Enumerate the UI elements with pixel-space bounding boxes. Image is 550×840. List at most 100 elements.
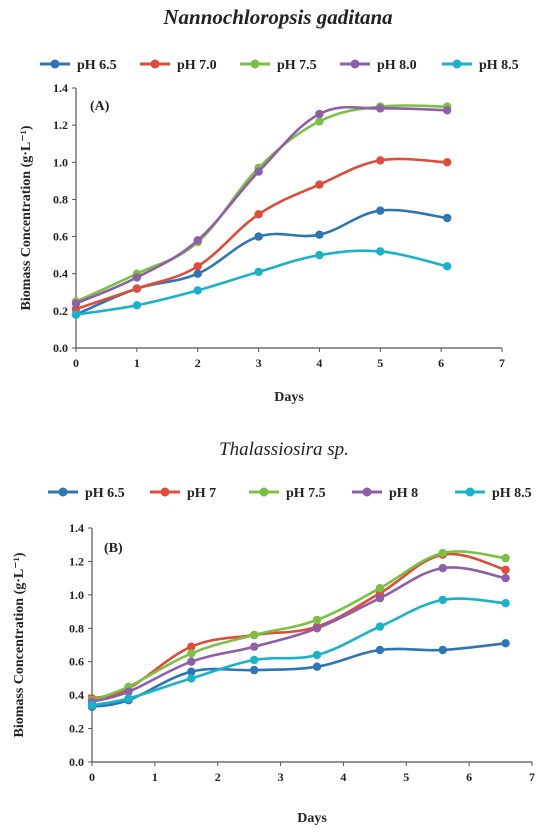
legend-item: pH 8.5 [442,58,519,73]
data-point [193,262,202,271]
legend-item: pH 6.5 [48,486,125,501]
legend-item: pH 7.0 [140,58,217,73]
data-point [438,645,447,655]
legend-item: pH 7 [150,486,216,501]
data-point [501,573,510,583]
data-point [501,553,510,563]
data-point [132,273,142,282]
legend-label: pH 8.5 [479,58,519,73]
x-axis-label: Days [297,811,327,826]
series-line [90,597,507,707]
data-point [250,665,259,675]
data-point [375,622,385,631]
data-point [250,630,259,640]
data-point [71,310,81,319]
y-tick-label: 1.4 [69,521,84,535]
x-tick-label: 0 [89,770,95,784]
legend-label: pH 7 [187,486,216,501]
legend-label: pH 7.0 [177,58,217,73]
legend-item: pH 8.0 [340,58,417,73]
legend-item: pH 6.5 [40,58,117,73]
legend-marker [58,487,68,497]
data-point [71,299,81,308]
data-point [315,109,324,119]
data-point [443,262,452,271]
chart-panel-b: Thalassiosira sp. pH 6.5 pH 7 pH 7.5 pH 8 pH … [12,439,535,826]
data-point [376,156,385,165]
data-point [438,548,447,558]
y-tick-label: 1.0 [69,588,84,602]
legend-marker [250,59,260,69]
panel-label: (A) [90,99,110,114]
data-point [375,584,385,593]
data-point [254,167,263,176]
data-point [187,657,196,666]
y-tick-label: 0.8 [69,621,84,635]
data-point [312,615,322,625]
data-point [315,117,324,126]
x-tick-label: 6 [438,356,444,370]
data-series [87,595,510,710]
data-point [501,599,510,608]
legend-label: pH 6.5 [85,486,125,501]
data-point [132,284,142,293]
data-point [375,645,385,655]
chart-title: Thalassiosira sp. [219,439,349,460]
legend-item: pH 8.5 [455,486,532,501]
data-point [376,247,385,256]
legend-item: pH 7.5 [240,58,317,73]
legend-item: pH 8 [352,486,418,501]
data-point [187,667,196,676]
chart-title: Nannochloropsis gaditana [162,5,392,29]
y-tick-label: 0.4 [69,688,84,702]
data-point [250,642,259,651]
data-point [254,267,263,277]
data-series [71,156,452,314]
y-tick-label: 0.2 [69,722,84,736]
y-tick-label: 0.8 [53,192,68,206]
chart-panel-a: Nannochloropsis gaditana pH 6.5 pH 7.0 pH 7… [19,5,519,405]
y-tick-label: 1.4 [53,81,68,95]
y-tick-label: 0.4 [53,267,68,281]
data-point [438,563,447,573]
x-tick-label: 5 [403,770,409,784]
x-tick-label: 6 [466,770,472,784]
data-point [376,206,385,215]
legend-marker [160,487,170,497]
y-axis-label: Biomass Concentration (g·L⁻¹) [12,552,27,737]
x-tick-label: 1 [134,356,140,370]
data-point [438,595,447,605]
legend-label: pH 7.5 [286,486,326,501]
legend-item: pH 7.5 [249,486,326,501]
legend-marker [259,487,269,497]
data-point [443,213,452,223]
x-tick-label: 7 [499,356,505,370]
legend-marker [350,59,360,69]
data-point [250,655,259,665]
y-axis-label: Biomass Concentration (g·L⁻¹) [19,125,34,310]
x-tick-label: 5 [377,356,383,370]
panel-label: (B) [104,541,123,556]
data-point [187,674,196,683]
data-point [312,662,322,671]
data-point [315,230,324,239]
data-point [443,158,452,167]
x-tick-label: 4 [316,356,322,370]
x-tick-label: 4 [340,770,346,784]
x-tick-label: 2 [195,356,201,370]
data-point [315,180,324,189]
x-tick-label: 0 [73,356,79,370]
y-tick-label: 0.6 [53,230,68,244]
data-point [375,594,385,603]
legend-label: pH 8 [389,486,418,501]
data-point [254,210,263,219]
x-tick-label: 7 [529,770,535,784]
legend-marker [452,59,462,69]
x-tick-label: 3 [278,770,284,784]
data-point [315,250,324,260]
legend-marker [362,487,372,497]
data-point [312,624,322,633]
data-point [124,694,133,703]
